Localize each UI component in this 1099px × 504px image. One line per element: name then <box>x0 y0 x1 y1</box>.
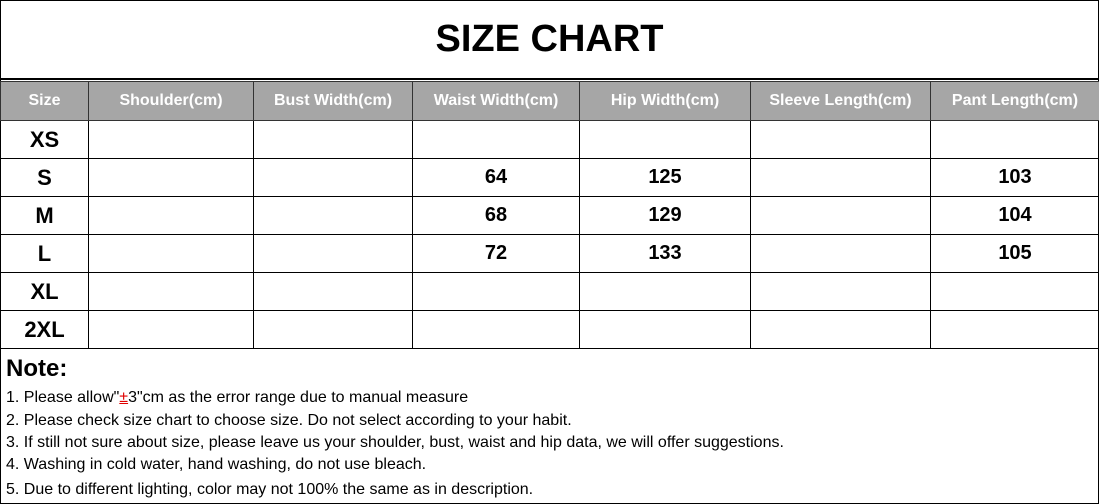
column-header: Waist Width(cm) <box>412 81 580 121</box>
table-cell <box>750 272 931 311</box>
table-cell <box>579 272 751 311</box>
table-cell <box>88 310 254 349</box>
table-cell <box>412 310 580 349</box>
notes-title: Note: <box>6 355 68 382</box>
note-item: 1. Please allow"±3"cm as the error range… <box>6 389 468 407</box>
table-cell: 72 <box>412 234 580 273</box>
table-cell: 133 <box>579 234 751 273</box>
table-cell <box>750 234 931 273</box>
table-cell: 129 <box>579 196 751 235</box>
table-cell <box>88 120 254 159</box>
table-cell <box>412 272 580 311</box>
table-row: XS <box>0 120 1099 159</box>
size-label: XL <box>0 272 89 311</box>
table-cell: 68 <box>412 196 580 235</box>
table-cell <box>750 158 931 197</box>
table-cell: 64 <box>412 158 580 197</box>
column-header: Shoulder(cm) <box>88 81 254 121</box>
note-item: 3. If still not sure about size, please … <box>6 434 784 451</box>
note-item: 2. Please check size chart to choose siz… <box>6 412 572 429</box>
size-label: L <box>0 234 89 273</box>
table-cell: 103 <box>930 158 1099 197</box>
page-title: SIZE CHART <box>0 0 1099 80</box>
table-cell: 105 <box>930 234 1099 273</box>
table-cell <box>88 272 254 311</box>
column-header: Sleeve Length(cm) <box>750 81 931 121</box>
table-cell <box>750 120 931 159</box>
table-cell <box>579 310 751 349</box>
table-row: XL <box>0 272 1099 311</box>
table-cell <box>750 196 931 235</box>
table-row: L 72 133 105 <box>0 234 1099 273</box>
table-cell: 125 <box>579 158 751 197</box>
note-item: 4. Washing in cold water, hand washing, … <box>6 456 427 473</box>
column-header: Size <box>0 81 89 121</box>
table-cell <box>253 234 413 273</box>
table-cell <box>253 120 413 159</box>
table-cell <box>930 272 1099 311</box>
table-header-row: Size Shoulder(cm) Bust Width(cm) Waist Widt… <box>0 81 1099 121</box>
table-cell <box>88 234 254 273</box>
table-row: 2XL <box>0 310 1099 349</box>
table-cell <box>88 196 254 235</box>
notes-section: Note: 1. Please allow"±3"cm as the error… <box>0 349 1099 504</box>
column-header: Bust Width(cm) <box>253 81 413 121</box>
table-cell <box>930 120 1099 159</box>
size-table: Size Shoulder(cm) Bust Width(cm) Waist Widt… <box>0 81 1099 349</box>
column-header: Hip Width(cm) <box>579 81 751 121</box>
table-cell <box>253 196 413 235</box>
table-cell <box>253 310 413 349</box>
column-header: Pant Length(cm) <box>930 81 1099 121</box>
table-cell: 104 <box>930 196 1099 235</box>
table-cell <box>253 272 413 311</box>
table-row: S 64 125 103 <box>0 158 1099 197</box>
size-label: 2XL <box>0 310 89 349</box>
note-text: 1. Please allow" <box>6 389 120 406</box>
table-cell <box>253 158 413 197</box>
note-text: 3"cm as the error range due to manual me… <box>128 389 469 406</box>
table-cell <box>579 120 751 159</box>
table-cell <box>930 310 1099 349</box>
table-cell <box>412 120 580 159</box>
plus-minus-symbol: ± <box>119 389 129 406</box>
note-item: 5. Due to different lighting, color may … <box>6 481 534 498</box>
table-cell <box>750 310 931 349</box>
size-label: XS <box>0 120 89 159</box>
table-row: M 68 129 104 <box>0 196 1099 235</box>
size-label: S <box>0 158 89 197</box>
size-label: M <box>0 196 89 235</box>
table-cell <box>88 158 254 197</box>
